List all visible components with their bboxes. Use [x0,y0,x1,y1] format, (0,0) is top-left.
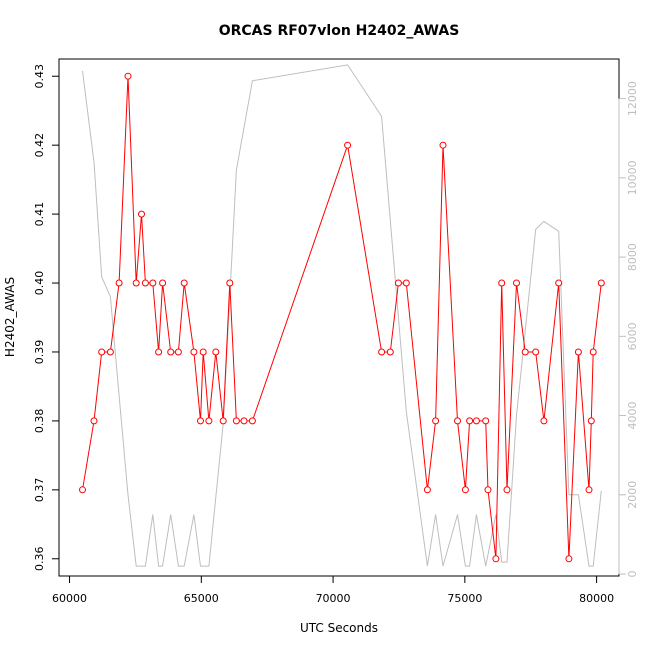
secondary-series-line [82,64,602,567]
data-point [212,348,220,356]
chart-title: ORCAS RF07vlon H2402_AWAS [219,23,460,39]
data-point [98,348,106,356]
data-point [124,72,132,80]
data-point [482,417,490,425]
x-tick-label: 80000 [579,592,614,605]
y2-tick-label: 12000 [626,81,639,116]
data-point [521,348,529,356]
y-tick-label: 0.36 [33,547,46,572]
y-tick-label: 0.38 [33,409,46,434]
x-tick-label: 65000 [184,592,219,605]
data-point [190,348,198,356]
data-point [219,417,227,425]
data-point [532,348,540,356]
data-point [79,486,86,494]
axes-layer: 60000 65000 70000 75000 800000.360.370.380.3… [33,64,639,605]
x-axis-label: UTC Seconds [300,621,378,635]
data-point [466,417,474,425]
data-point [513,279,520,287]
data-point [205,417,213,425]
y-tick-label: 0.37 [33,478,46,503]
x-tick-label: 70000 [316,592,351,605]
data-point [555,279,563,287]
data-point [199,348,207,356]
data-point [589,348,597,356]
data-point [565,555,573,563]
data-point [344,141,352,149]
data-point [386,348,394,356]
data-point [492,555,500,563]
data-point [159,279,167,287]
y2-tick-label: 8000 [626,243,639,271]
data-point [138,210,145,218]
data-point [226,279,234,287]
data-point [587,417,595,425]
data-point [402,279,410,287]
data-point [90,417,98,425]
data-point [585,486,593,494]
data-point [174,348,182,356]
x-tick-label: 75000 [447,592,482,605]
data-point [461,486,469,494]
data-point [106,348,114,356]
data-point [439,141,447,149]
y-tick-label: 0.40 [33,271,46,296]
y-tick-label: 0.39 [33,340,46,365]
y-tick-label: 0.41 [33,202,46,227]
data-point [597,279,605,287]
data-point [498,279,506,287]
y2-tick-label: 0 [626,571,639,578]
y-tick-label: 0.43 [33,64,46,89]
data-point [132,279,140,287]
data-point [115,279,123,287]
data-point [180,279,188,287]
data-point [167,348,175,356]
data-point [432,417,440,425]
data-point [197,417,204,425]
data-point [394,279,402,287]
y-axis-label: H2402_AWAS [3,277,17,357]
data-point [472,417,480,425]
y2-tick-label: 6000 [626,322,639,350]
data-point [240,417,248,425]
y2-tick-label: 2000 [626,481,639,509]
y2-tick-label: 10000 [626,160,639,195]
secondary-series-layer [82,64,602,567]
primary-series-layer [79,72,605,563]
data-point [503,486,511,494]
data-point [248,417,256,425]
data-point [378,348,386,356]
data-point [141,279,149,287]
data-point [232,417,240,425]
x-tick-label: 60000 [52,592,87,605]
data-point [454,417,461,425]
y-tick-label: 0.42 [33,133,46,158]
data-point [423,486,431,494]
data-point [574,348,582,356]
data-point [149,279,157,287]
data-point [540,417,548,425]
data-point [155,348,163,356]
y2-tick-label: 4000 [626,402,639,430]
data-point [484,486,492,494]
